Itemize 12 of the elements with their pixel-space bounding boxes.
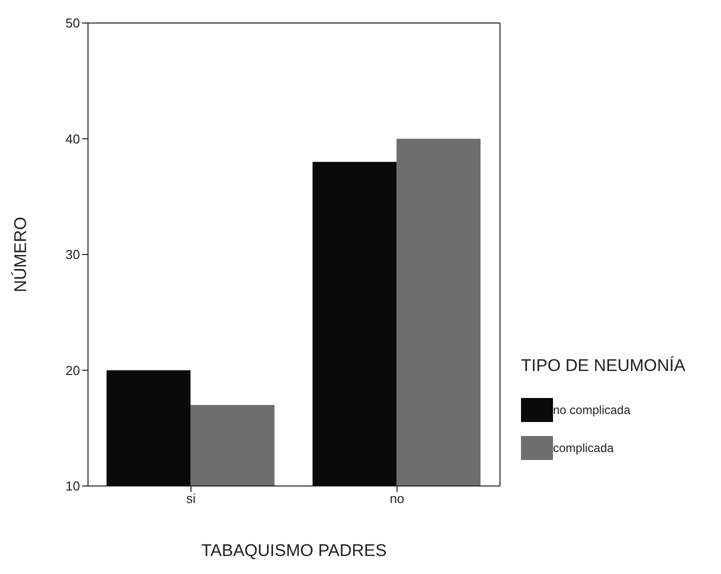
y-axis-title: NÚMERO	[11, 216, 30, 292]
y-tick-label: 50	[66, 16, 80, 31]
legend-label: no complicada	[553, 403, 630, 417]
x-tick-label: si	[186, 491, 196, 506]
y-tick-label: 40	[66, 131, 80, 146]
legend-title: TIPO DE NEUMONÍA	[521, 356, 686, 376]
x-axis-title: TABAQUISMO PADRES	[201, 541, 387, 560]
y-tick-label: 30	[66, 247, 80, 262]
x-tick-label: no	[390, 491, 404, 506]
y-tick-label: 10	[66, 478, 80, 494]
legend-label: complicada	[553, 441, 614, 455]
y-tick-label: 20	[66, 362, 80, 378]
